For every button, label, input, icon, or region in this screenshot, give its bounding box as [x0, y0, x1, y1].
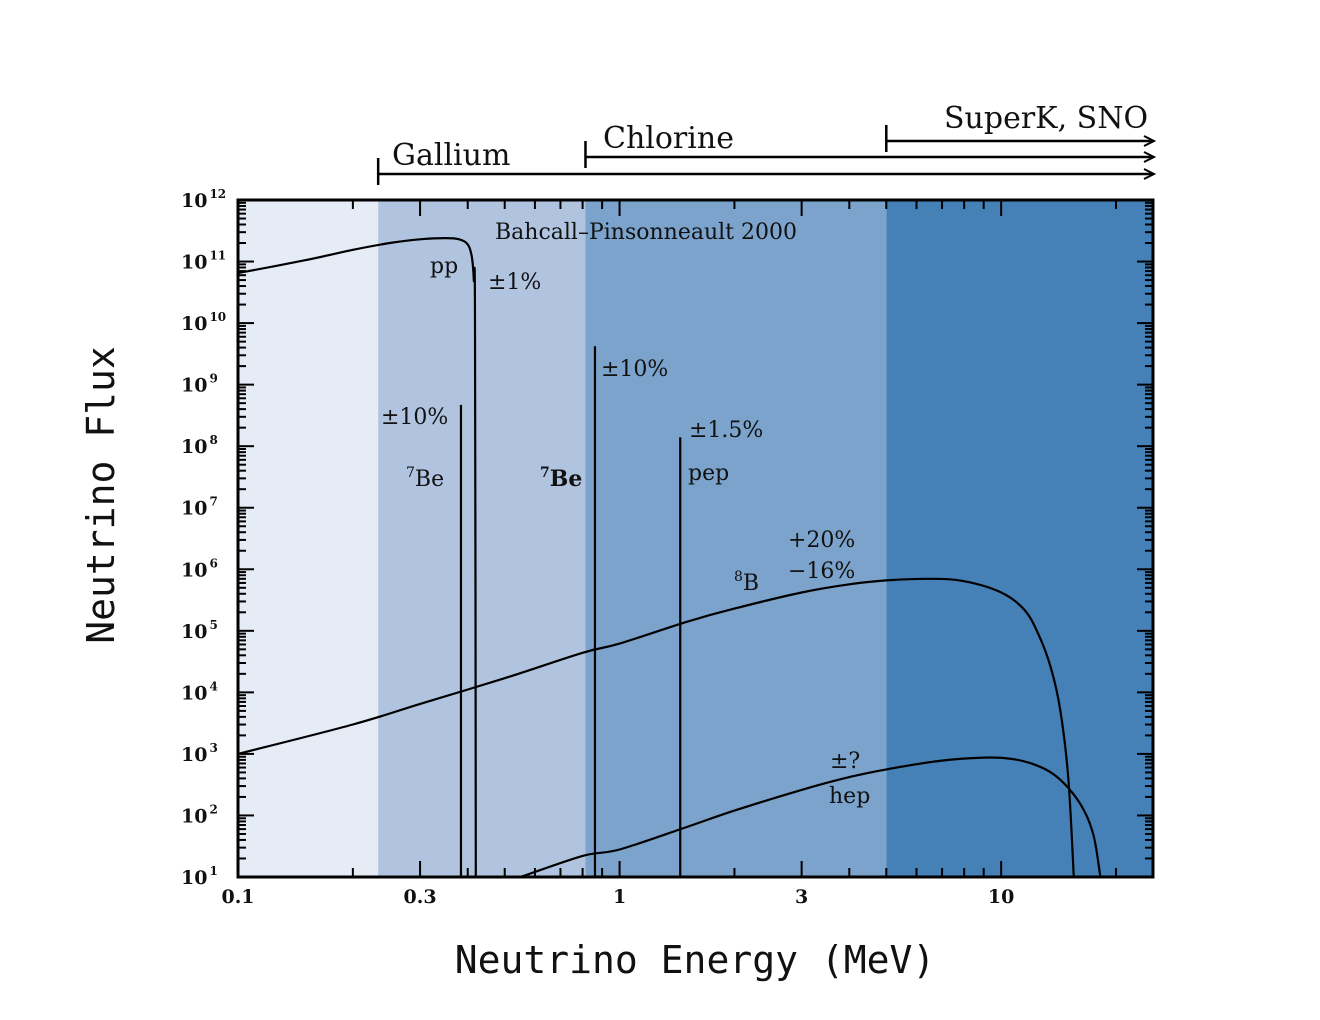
series-hep-curve	[520, 756, 1102, 879]
be7-high-sup: 7	[540, 465, 550, 481]
arrowhead-icon	[1143, 168, 1157, 180]
superk-sno-label: SuperK, SNO	[944, 101, 1148, 136]
y-tick-exponent: 10	[209, 310, 226, 324]
region-below-gallium	[238, 200, 379, 877]
region-chlorine	[585, 200, 887, 877]
x-tick-label: 0.1	[221, 886, 254, 908]
y-tick-base: 10	[181, 252, 207, 274]
region-gallium	[378, 200, 586, 877]
y-tick-exponent: 2	[209, 802, 217, 816]
detector-regions	[238, 200, 1153, 877]
b8-base: B	[743, 571, 759, 596]
hep-uncertainty: ±?	[830, 749, 860, 774]
y-tick-exponent: 12	[209, 187, 226, 201]
y-tick-base: 10	[181, 621, 207, 643]
y-tick-exponent: 11	[209, 249, 226, 263]
be7-low-sup: 7	[406, 465, 415, 481]
y-tick-label: 10 10	[181, 310, 226, 335]
y-tick-base: 10	[181, 313, 207, 335]
y-tick-exponent: 5	[209, 618, 217, 632]
y-tick-base: 10	[181, 190, 207, 212]
x-tick-label: 10	[988, 886, 1014, 908]
be7-low-uncertainty: ±10%	[381, 405, 448, 430]
y-tick-exponent: 1	[209, 864, 217, 878]
y-tick-exponent: 7	[209, 495, 217, 509]
pep-label: pep	[688, 461, 729, 486]
b8-label: 8B	[734, 569, 759, 596]
be7-low-base: Be	[415, 467, 444, 492]
region-superk-sno	[886, 200, 1153, 877]
series-pp-curve	[237, 236, 477, 878]
y-tick-label: 10 1	[181, 864, 218, 889]
chlorine-label: Chlorine	[603, 121, 734, 156]
y-tick-base: 10	[181, 559, 207, 581]
arrowhead-icon	[1143, 135, 1157, 147]
y-tick-label: 10 11	[181, 249, 226, 274]
be7-high-uncertainty: ±10%	[601, 357, 668, 382]
y-tick-base: 10	[181, 436, 207, 458]
flux-curves	[237, 236, 1102, 879]
gallium-label: Gallium	[392, 138, 510, 173]
y-tick-label: 10 12	[181, 187, 226, 212]
b8-uncertainty-minus: −16%	[788, 559, 855, 584]
y-tick-label: 10 5	[181, 618, 218, 643]
hep-label: hep	[829, 784, 870, 809]
pep-uncertainty: ±1.5%	[689, 418, 763, 443]
y-tick-label: 10 7	[181, 495, 218, 520]
y-tick-exponent: 9	[209, 372, 217, 386]
be7-high-label: 7Be	[540, 465, 582, 492]
be7-high-base: Be	[550, 466, 583, 492]
y-tick-label: 10 8	[181, 433, 218, 458]
be7-low-label: 7Be	[406, 465, 444, 492]
y-tick-base: 10	[181, 682, 207, 704]
x-tick-label: 3	[795, 886, 808, 908]
y-tick-base: 10	[181, 375, 207, 397]
annotations: Bahcall–Pinsonneault 2000 pp ±1% ±10% 7B…	[79, 101, 1148, 982]
y-tick-base: 10	[181, 498, 207, 520]
plot-frame	[236, 198, 1155, 879]
b8-uncertainty-plus: +20%	[788, 528, 855, 553]
pp-label: pp	[430, 254, 458, 279]
y-tick-label: 10 6	[181, 556, 218, 581]
detector-threshold-arrows	[376, 125, 1157, 185]
source-label: Bahcall–Pinsonneault 2000	[495, 220, 797, 245]
plot-border	[236, 198, 1155, 879]
y-tick-exponent: 4	[209, 679, 217, 693]
y-tick-base: 10	[181, 805, 207, 827]
x-axis-title: Neutrino Energy (MeV)	[455, 938, 935, 982]
y-tick-label: 10 3	[181, 741, 218, 766]
y-tick-base: 10	[181, 744, 207, 766]
y-tick-label: 10 9	[181, 372, 218, 397]
y-axis-title: Neutrino Flux	[79, 346, 123, 643]
y-tick-exponent: 6	[209, 556, 217, 570]
y-tick-exponent: 3	[209, 741, 217, 755]
arrowhead-icon	[1143, 151, 1157, 163]
b8-sup: 8	[734, 569, 743, 585]
series-8b-curve	[237, 577, 1075, 878]
y-tick-base: 10	[181, 867, 207, 889]
x-tick-label: 1	[613, 886, 626, 908]
y-tick-label: 10 2	[181, 802, 218, 827]
y-tick-exponent: 8	[209, 433, 217, 447]
pp-uncertainty: ±1%	[488, 270, 541, 295]
y-tick-label: 10 4	[181, 679, 218, 704]
x-tick-label: 0.3	[404, 886, 437, 908]
